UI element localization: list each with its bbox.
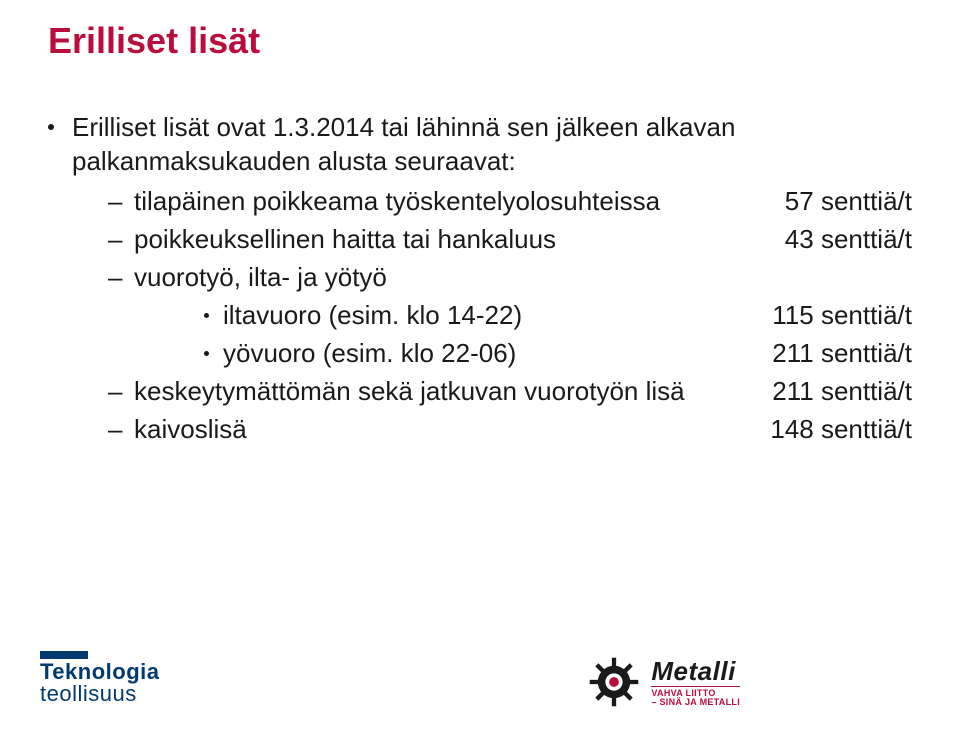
item-value: 43 senttiä/t xyxy=(732,222,912,256)
sub-sub-list: iltavuoro (esim. klo 14-22) 115 senttiä/… xyxy=(204,298,912,370)
item-label: keskeytymättömän sekä jatkuvan vuorotyön… xyxy=(134,374,708,408)
metalli-tag2: – SINÄ JA METALLI xyxy=(651,697,740,707)
item-label: tilapäinen poikkeama työskentelyolosuhte… xyxy=(134,184,708,218)
sub-list: – tilapäinen poikkeama työskentelyolosuh… xyxy=(108,184,912,446)
item-value: 115 senttiä/t xyxy=(732,298,912,332)
list-item: – poikkeuksellinen haitta tai hankaluus … xyxy=(108,222,912,256)
metalli-logo: Metalli VAHVA LIITTO – SINÄ JA METALLI xyxy=(587,655,740,709)
logo-word1: Teknologia xyxy=(40,661,240,683)
list-item: yövuoro (esim. klo 22-06) 211 senttiä/t xyxy=(204,336,912,370)
metalli-brand: Metalli xyxy=(651,658,740,684)
bullet-dot-icon xyxy=(204,313,209,318)
logo-bar-icon xyxy=(40,651,88,659)
content-area: Erilliset lisät ovat 1.3.2014 tai lähinn… xyxy=(48,110,912,450)
lead-text: Erilliset lisät ovat 1.3.2014 tai lähinn… xyxy=(72,110,912,178)
bullet-dot-icon xyxy=(48,124,54,130)
item-value: 57 senttiä/t xyxy=(732,184,912,218)
list-item: iltavuoro (esim. klo 14-22) 115 senttiä/… xyxy=(204,298,912,332)
dash-icon: – xyxy=(108,222,124,256)
dash-icon: – xyxy=(108,260,124,294)
bullet-dot-icon xyxy=(204,351,209,356)
item-value: 211 senttiä/t xyxy=(732,374,912,408)
item-label: yövuoro (esim. klo 22-06) xyxy=(223,336,708,370)
dash-icon: – xyxy=(108,412,124,446)
item-label: kaivoslisä xyxy=(134,412,708,446)
list-item: – keskeytymättömän sekä jatkuvan vuoroty… xyxy=(108,374,912,408)
footer: Teknologia teollisuus Met xyxy=(0,645,960,715)
logo-word2: teollisuus xyxy=(40,683,240,705)
dash-icon: – xyxy=(108,374,124,408)
list-item: – vuorotyö, ilta- ja yötyö xyxy=(108,260,912,294)
item-label: iltavuoro (esim. klo 14-22) xyxy=(223,298,708,332)
metalli-text-block: Metalli VAHVA LIITTO – SINÄ JA METALLI xyxy=(651,658,740,707)
item-value: 211 senttiä/t xyxy=(732,336,912,370)
page-title: Erilliset lisät xyxy=(48,20,260,62)
dash-icon: – xyxy=(108,184,124,218)
list-item: – tilapäinen poikkeama työskentelyolosuh… xyxy=(108,184,912,218)
lead-bullet-row: Erilliset lisät ovat 1.3.2014 tai lähinn… xyxy=(48,110,912,178)
gear-icon xyxy=(587,655,641,709)
teknologiateollisuus-logo: Teknologia teollisuus xyxy=(40,651,240,705)
list-item: – kaivoslisä 148 senttiä/t xyxy=(108,412,912,446)
item-value: 148 senttiä/t xyxy=(732,412,912,446)
metalli-tagline: VAHVA LIITTO – SINÄ JA METALLI xyxy=(651,686,740,707)
item-label: poikkeuksellinen haitta tai hankaluus xyxy=(134,222,708,256)
item-label: vuorotyö, ilta- ja yötyö xyxy=(134,260,708,294)
